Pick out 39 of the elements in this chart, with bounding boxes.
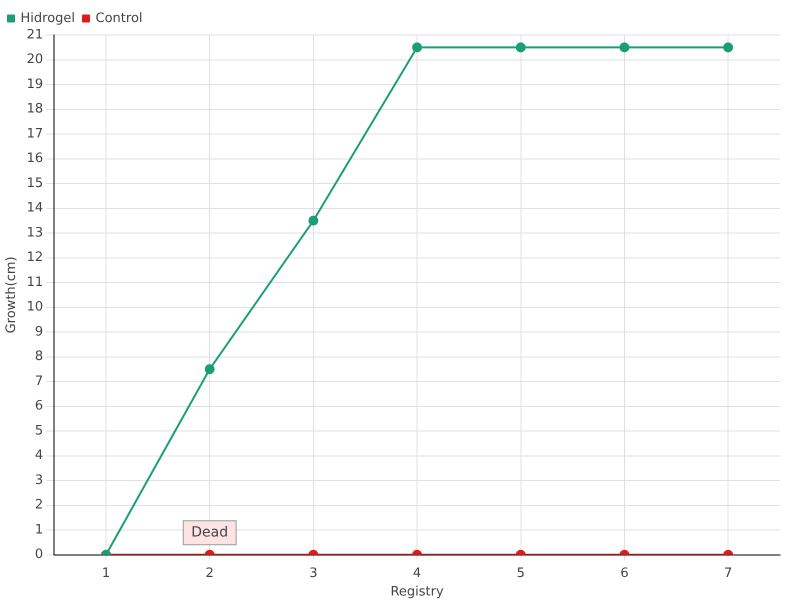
x-tick-label: 6 bbox=[620, 566, 629, 581]
y-tick-label: 14 bbox=[26, 200, 44, 216]
y-tick-label: 13 bbox=[26, 225, 44, 240]
x-tick-label: 3 bbox=[309, 566, 318, 581]
y-tick-label: 4 bbox=[34, 448, 44, 464]
y-tick-label: 18 bbox=[26, 102, 44, 117]
x-tick-label: 2 bbox=[206, 566, 214, 581]
y-axis-title: Growth(cm) bbox=[4, 256, 20, 334]
y-tick-label: 21 bbox=[26, 27, 44, 42]
y-tick-label: 9 bbox=[34, 324, 44, 340]
annotation: Dead bbox=[191, 524, 228, 540]
y-tick-label: 15 bbox=[26, 176, 44, 191]
y-tick-label: 7 bbox=[34, 374, 44, 389]
y-tick-label: 16 bbox=[26, 151, 44, 166]
y-tick-label: 20 bbox=[26, 52, 44, 68]
y-tick-label: 19 bbox=[26, 76, 44, 92]
x-tick-label: 1 bbox=[102, 566, 110, 581]
point bbox=[412, 42, 422, 52]
y-tick-label: 10 bbox=[26, 300, 44, 315]
y-tick-label: 17 bbox=[26, 126, 44, 142]
y-tick-label: 2 bbox=[34, 498, 44, 513]
point bbox=[723, 42, 734, 52]
y-tick-label: 3 bbox=[34, 472, 44, 488]
y-tick-label: 6 bbox=[34, 398, 44, 414]
point bbox=[308, 216, 318, 226]
y-tick-label: 11 bbox=[26, 274, 44, 290]
legend-label: Control bbox=[96, 10, 143, 26]
y-tick-label: 1 bbox=[34, 522, 44, 538]
point bbox=[516, 42, 526, 52]
point bbox=[619, 42, 630, 52]
y-tick-label: 5 bbox=[34, 423, 44, 438]
x-tick-label: 5 bbox=[516, 566, 525, 581]
y-tick-label: 12 bbox=[26, 250, 44, 266]
y-tick-label: 8 bbox=[34, 349, 44, 364]
x-tick-label: 4 bbox=[412, 566, 422, 581]
y-tick-label: 0 bbox=[34, 547, 44, 562]
x-axis-title: Registry bbox=[390, 584, 444, 600]
legend-label: Hidrogel bbox=[20, 10, 76, 26]
x-tick-label: 7 bbox=[724, 566, 732, 581]
